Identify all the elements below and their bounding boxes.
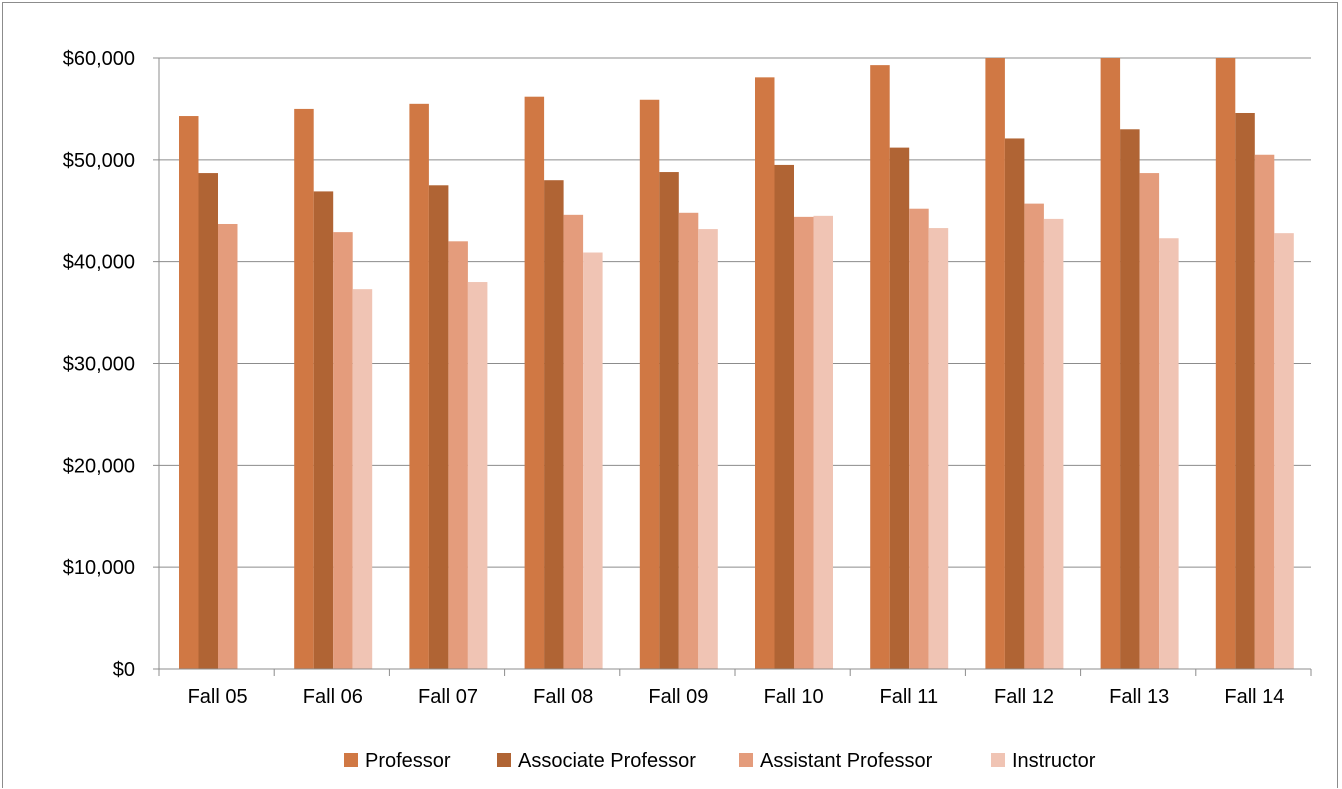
bar-associate-professor-fall-09 [659,172,679,669]
legend-label-assistant-professor: Assistant Professor [760,750,933,772]
bar-professor-fall-06 [294,108,314,669]
bar-assistant-professor-fall-10 [794,216,814,670]
bar-associate-professor-fall-10 [774,164,794,670]
bar-assistant-professor-fall-05 [218,223,238,669]
bar-professor-fall-14 [1215,58,1236,669]
bar-associate-professor-fall-07 [428,185,449,669]
bar-associate-professor-fall-06 [313,191,334,669]
y-tick-label: $50,000 [63,150,135,172]
bar-assistant-professor-fall-11 [909,208,929,670]
y-tick-label: $10,000 [63,557,135,579]
x-tick-label: Fall 06 [303,686,363,708]
bar-professor-fall-05 [179,116,199,670]
bar-professor-fall-10 [755,77,775,670]
bar-instructor-fall-06 [352,289,373,669]
bar-instructor-fall-12 [1043,218,1064,669]
bar-assistant-professor-fall-07 [448,241,468,670]
legend-label-instructor: Instructor [1012,750,1096,772]
bar-assistant-professor-fall-08 [563,214,584,669]
bar-professor-fall-12 [985,58,1005,669]
bar-assistant-professor-fall-12 [1024,203,1044,669]
bar-associate-professor-fall-13 [1120,129,1140,669]
legend: Professor Associate Professor Assistant Pr… [344,750,1096,772]
bar-assistant-professor-fall-09 [678,212,699,669]
bar-instructor-fall-14 [1274,233,1294,670]
bar-instructor-fall-08 [583,252,603,670]
x-tick-label: Fall 05 [188,686,248,708]
bar-professor-fall-08 [524,96,545,670]
x-tick-label: Fall 07 [418,686,478,708]
bar-instructor-fall-13 [1159,238,1179,669]
bar-assistant-professor-fall-13 [1139,173,1160,670]
y-tick-label: $20,000 [63,455,135,477]
bar-associate-professor-fall-14 [1235,112,1255,670]
bar-associate-professor-fall-12 [1004,138,1025,669]
bar-instructor-fall-10 [813,215,833,669]
x-tick-label: Fall 08 [533,686,593,708]
legend-swatch-instructor [991,753,1005,767]
legend-swatch-associate-professor [497,753,511,767]
x-tick-label: Fall 10 [764,686,824,708]
x-tick-label: Fall 14 [1224,686,1284,708]
x-tick-label: Fall 11 [880,686,939,708]
bar-instructor-fall-11 [928,228,949,670]
x-tick-label: Fall 09 [648,686,708,708]
faculty-salary-bar-chart: $0 $10,000 $20,000 $30,000 $40,000 $50,000 $60… [63,48,1312,772]
bar-associate-professor-fall-05 [198,173,218,670]
y-tick-label: $40,000 [63,252,135,274]
bar-associate-professor-fall-11 [889,147,910,669]
bar-professor-fall-09 [639,99,660,670]
bar-instructor-fall-09 [698,229,718,669]
x-tick-label: Fall 13 [1109,686,1169,708]
bar-instructor-fall-07 [467,282,488,669]
bars [179,58,1294,670]
bar-assistant-professor-fall-14 [1254,154,1275,669]
legend-swatch-professor [344,753,358,767]
x-tick-label: Fall 12 [994,686,1054,708]
bar-assistant-professor-fall-06 [333,232,353,669]
bar-associate-professor-fall-08 [544,180,564,669]
axes: $0 $10,000 $20,000 $30,000 $40,000 $50,000 $60… [63,48,1312,708]
bar-professor-fall-11 [870,65,890,669]
y-tick-label: $0 [113,659,135,681]
legend-label-professor: Professor [365,750,451,772]
y-tick-label: $60,000 [63,48,135,70]
legend-label-associate-professor: Associate Professor [518,750,696,772]
legend-swatch-assistant-professor [739,753,753,767]
bar-professor-fall-07 [409,103,429,669]
bar-professor-fall-13 [1100,58,1121,669]
y-tick-label: $30,000 [63,354,135,376]
